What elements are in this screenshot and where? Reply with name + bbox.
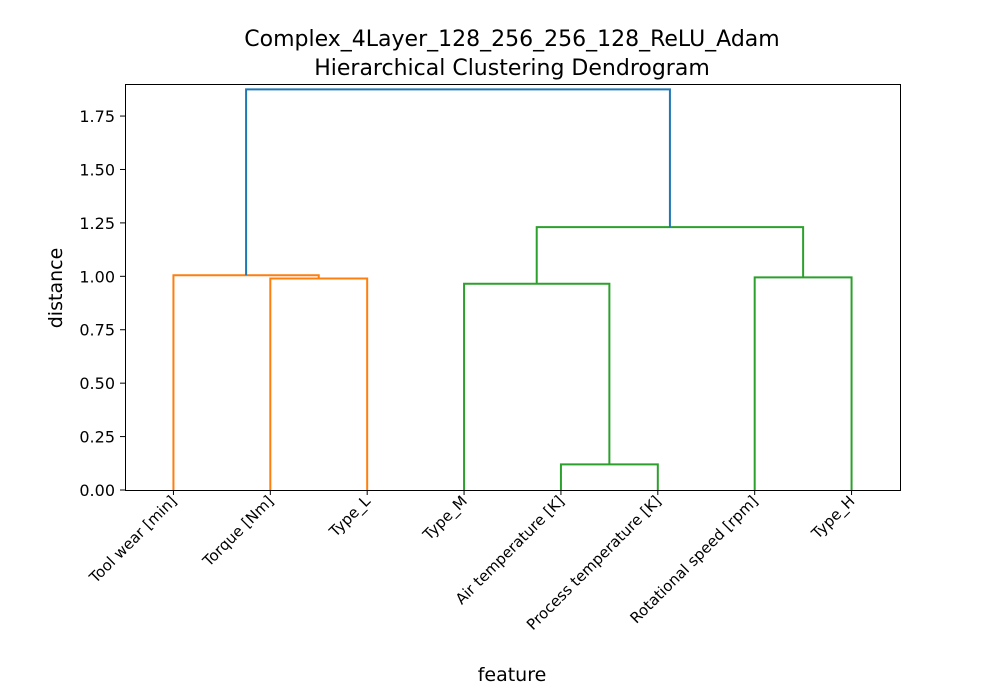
leaf-label: Type_M (419, 492, 472, 545)
leaf-label: Type_H (807, 492, 859, 544)
dendrogram-link (463, 282, 611, 490)
x-axis-label: feature (478, 664, 547, 686)
leaf-label: Type_L (325, 492, 375, 542)
y-tick-label: 0.50 (79, 374, 115, 393)
dendrogram-link (753, 276, 853, 490)
dendrogram-links (172, 88, 853, 490)
y-tick-label: 0.00 (79, 481, 115, 500)
leaf-label: Air temperature [K] (452, 492, 568, 608)
y-axis-ticks: 0.00 0.25 0.50 0.75 1.00 1.25 1.50 1.75 (79, 107, 125, 500)
chart-title-line2: Hierarchical Clustering Dendrogram (314, 56, 710, 81)
y-tick-label: 0.25 (79, 428, 115, 447)
dendrogram-link (245, 88, 671, 276)
dendrogram-link (559, 463, 659, 490)
y-axis-label: distance (45, 248, 67, 329)
y-tick-label: 1.75 (79, 107, 115, 126)
leaf-label: Tool wear [min] (85, 492, 180, 587)
dendrogram-link (172, 274, 320, 490)
y-tick-label: 0.75 (79, 321, 115, 340)
x-axis-ticks: Tool wear [min] Torque [Nm] Type_L Type_MAi… (85, 490, 859, 634)
dendrogram-link (535, 226, 805, 284)
leaf-label: Torque [Nm] (198, 492, 277, 571)
plot-frame (125, 84, 901, 491)
dendrogram-link (269, 277, 369, 490)
y-tick-label: 1.50 (79, 160, 115, 179)
chart-title-line1: Complex_4Layer_128_256_256_128_ReLU_Adam (244, 27, 779, 52)
y-tick-label: 1.25 (79, 214, 115, 233)
y-tick-label: 1.00 (79, 267, 115, 286)
